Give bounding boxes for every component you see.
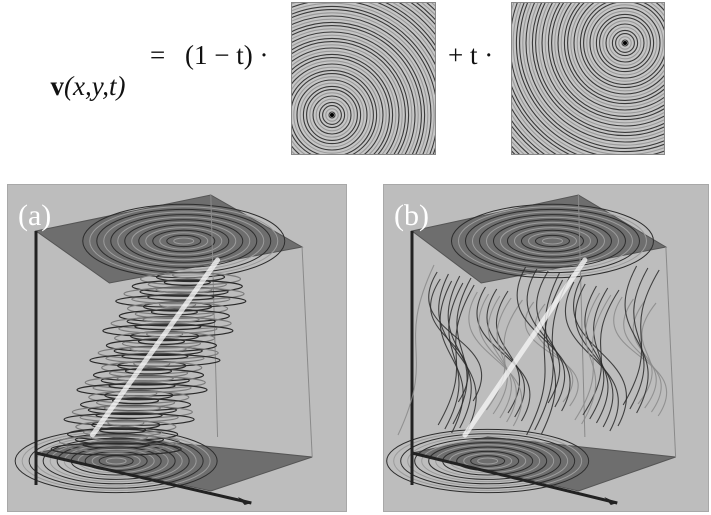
panel-b: (b) [383,184,709,512]
formula: v(x,y,t) [37,40,126,102]
circular-streamlines-image [292,3,435,154]
equals-sign: = [150,40,166,70]
circular-streamlines-image [512,3,664,154]
vector-arguments: (x,y,t) [64,71,126,101]
volume-visualization-a [14,194,313,505]
factor-one-minus-t: (1 − t) · [185,40,269,70]
panel-a-label: (a) [18,199,52,232]
flow-field-swatch-1 [291,2,436,155]
flow-field-swatch-2 [511,2,665,155]
panel-a: (a) [7,184,347,512]
vector-symbol: v [50,71,65,101]
panel-b-label: (b) [394,199,429,232]
volume-visualization-b [386,194,677,505]
factor-t: + t · [448,40,494,70]
